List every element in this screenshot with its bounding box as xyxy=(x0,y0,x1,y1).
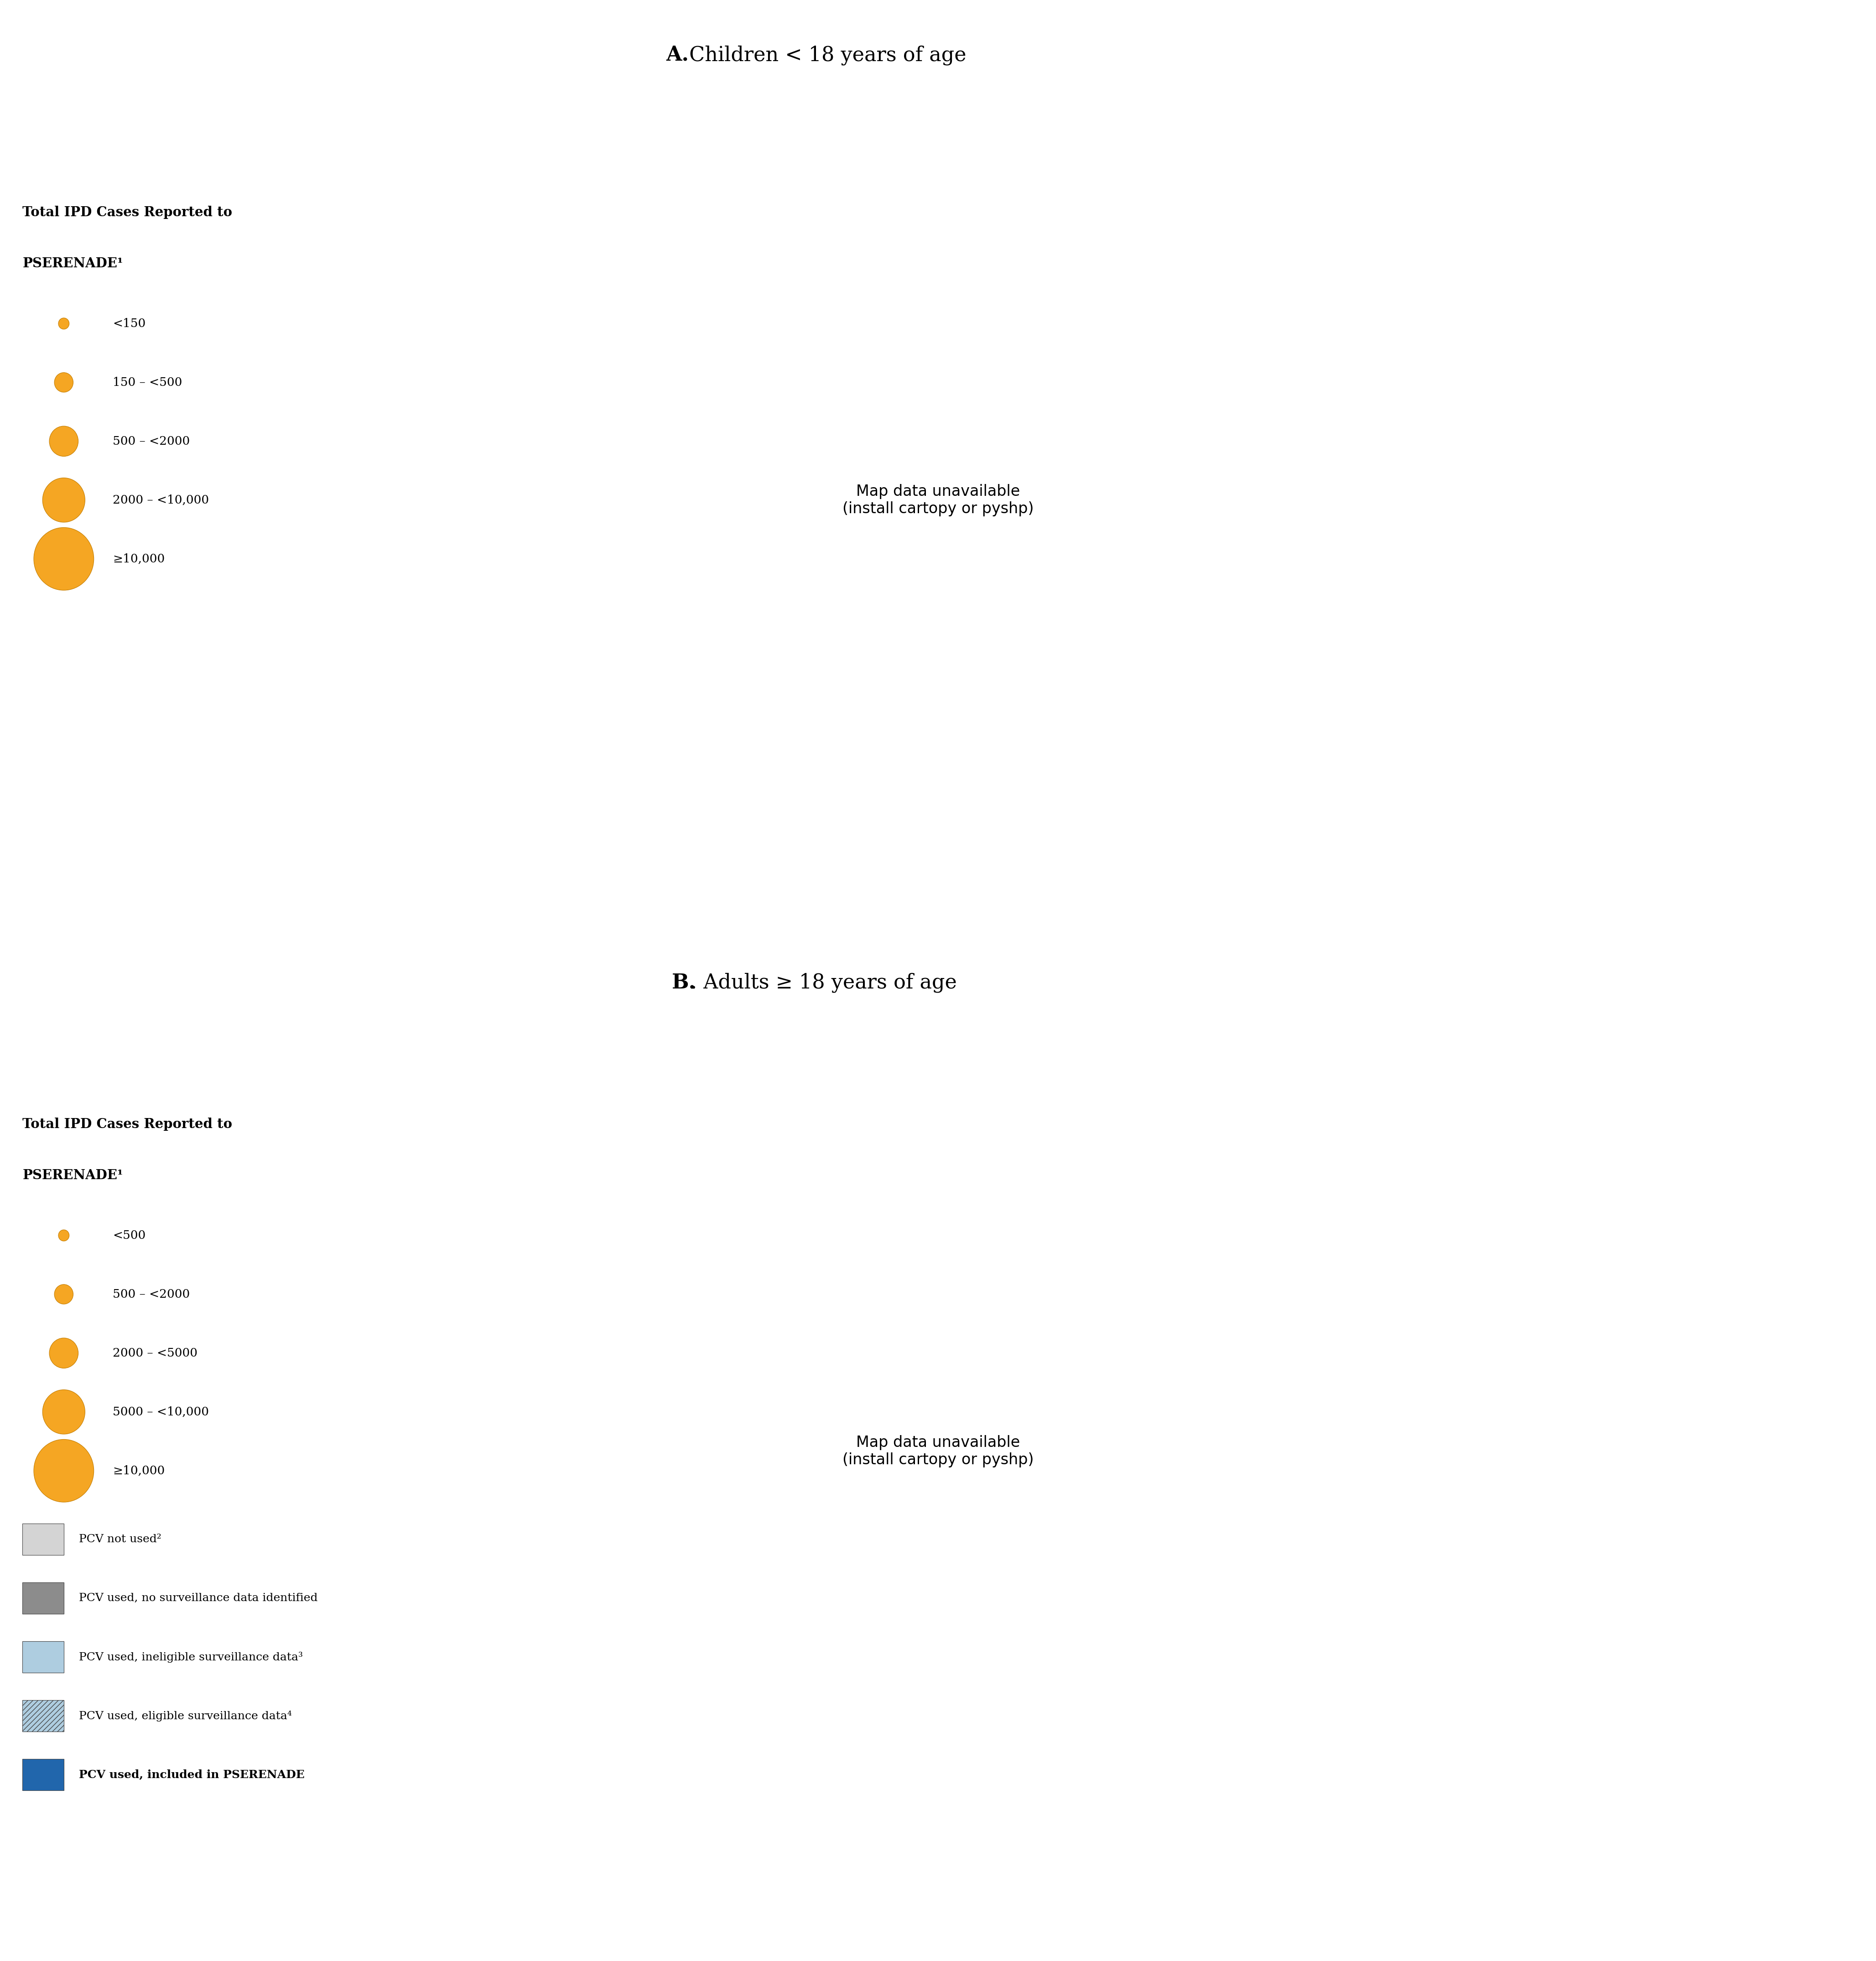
Text: Total IPD Cases Reported to: Total IPD Cases Reported to xyxy=(23,1118,233,1131)
Text: B.: B. xyxy=(672,973,696,992)
Text: PCV used, ineligible surveillance data³: PCV used, ineligible surveillance data³ xyxy=(79,1651,302,1663)
Text: Map data unavailable
(install cartopy or pyshp): Map data unavailable (install cartopy or… xyxy=(842,484,1034,516)
Text: 500 – <2000: 500 – <2000 xyxy=(113,435,189,447)
Text: PCV used, eligible surveillance data⁴: PCV used, eligible surveillance data⁴ xyxy=(79,1710,293,1722)
Text: <500: <500 xyxy=(113,1230,146,1241)
Text: 2000 – <10,000: 2000 – <10,000 xyxy=(113,494,208,506)
Text: ≥10,000: ≥10,000 xyxy=(113,553,165,565)
Text: 2000 – <5000: 2000 – <5000 xyxy=(113,1347,197,1359)
Text: A.: A. xyxy=(666,45,688,65)
Text: PCV not used²: PCV not used² xyxy=(79,1534,161,1545)
Text: PCV used, no surveillance data identified: PCV used, no surveillance data identifie… xyxy=(79,1592,317,1604)
Text: 500 – <2000: 500 – <2000 xyxy=(113,1288,189,1300)
Text: Total IPD Cases Reported to: Total IPD Cases Reported to xyxy=(23,206,233,220)
Text: 150 – <500: 150 – <500 xyxy=(113,377,182,388)
Text: Map data unavailable
(install cartopy or pyshp): Map data unavailable (install cartopy or… xyxy=(842,1435,1034,1467)
Text: PCV used, included in PSERENADE: PCV used, included in PSERENADE xyxy=(79,1769,304,1781)
Text: ≥10,000: ≥10,000 xyxy=(113,1465,165,1477)
Text: PSERENADE¹: PSERENADE¹ xyxy=(23,257,124,271)
Text: PSERENADE¹: PSERENADE¹ xyxy=(23,1169,124,1182)
Text: 5000 – <10,000: 5000 – <10,000 xyxy=(113,1406,208,1418)
Text: <150: <150 xyxy=(113,318,146,329)
Text: Children < 18 years of age: Children < 18 years of age xyxy=(683,45,966,65)
Text: . Adults ≥ 18 years of age: . Adults ≥ 18 years of age xyxy=(690,973,957,992)
